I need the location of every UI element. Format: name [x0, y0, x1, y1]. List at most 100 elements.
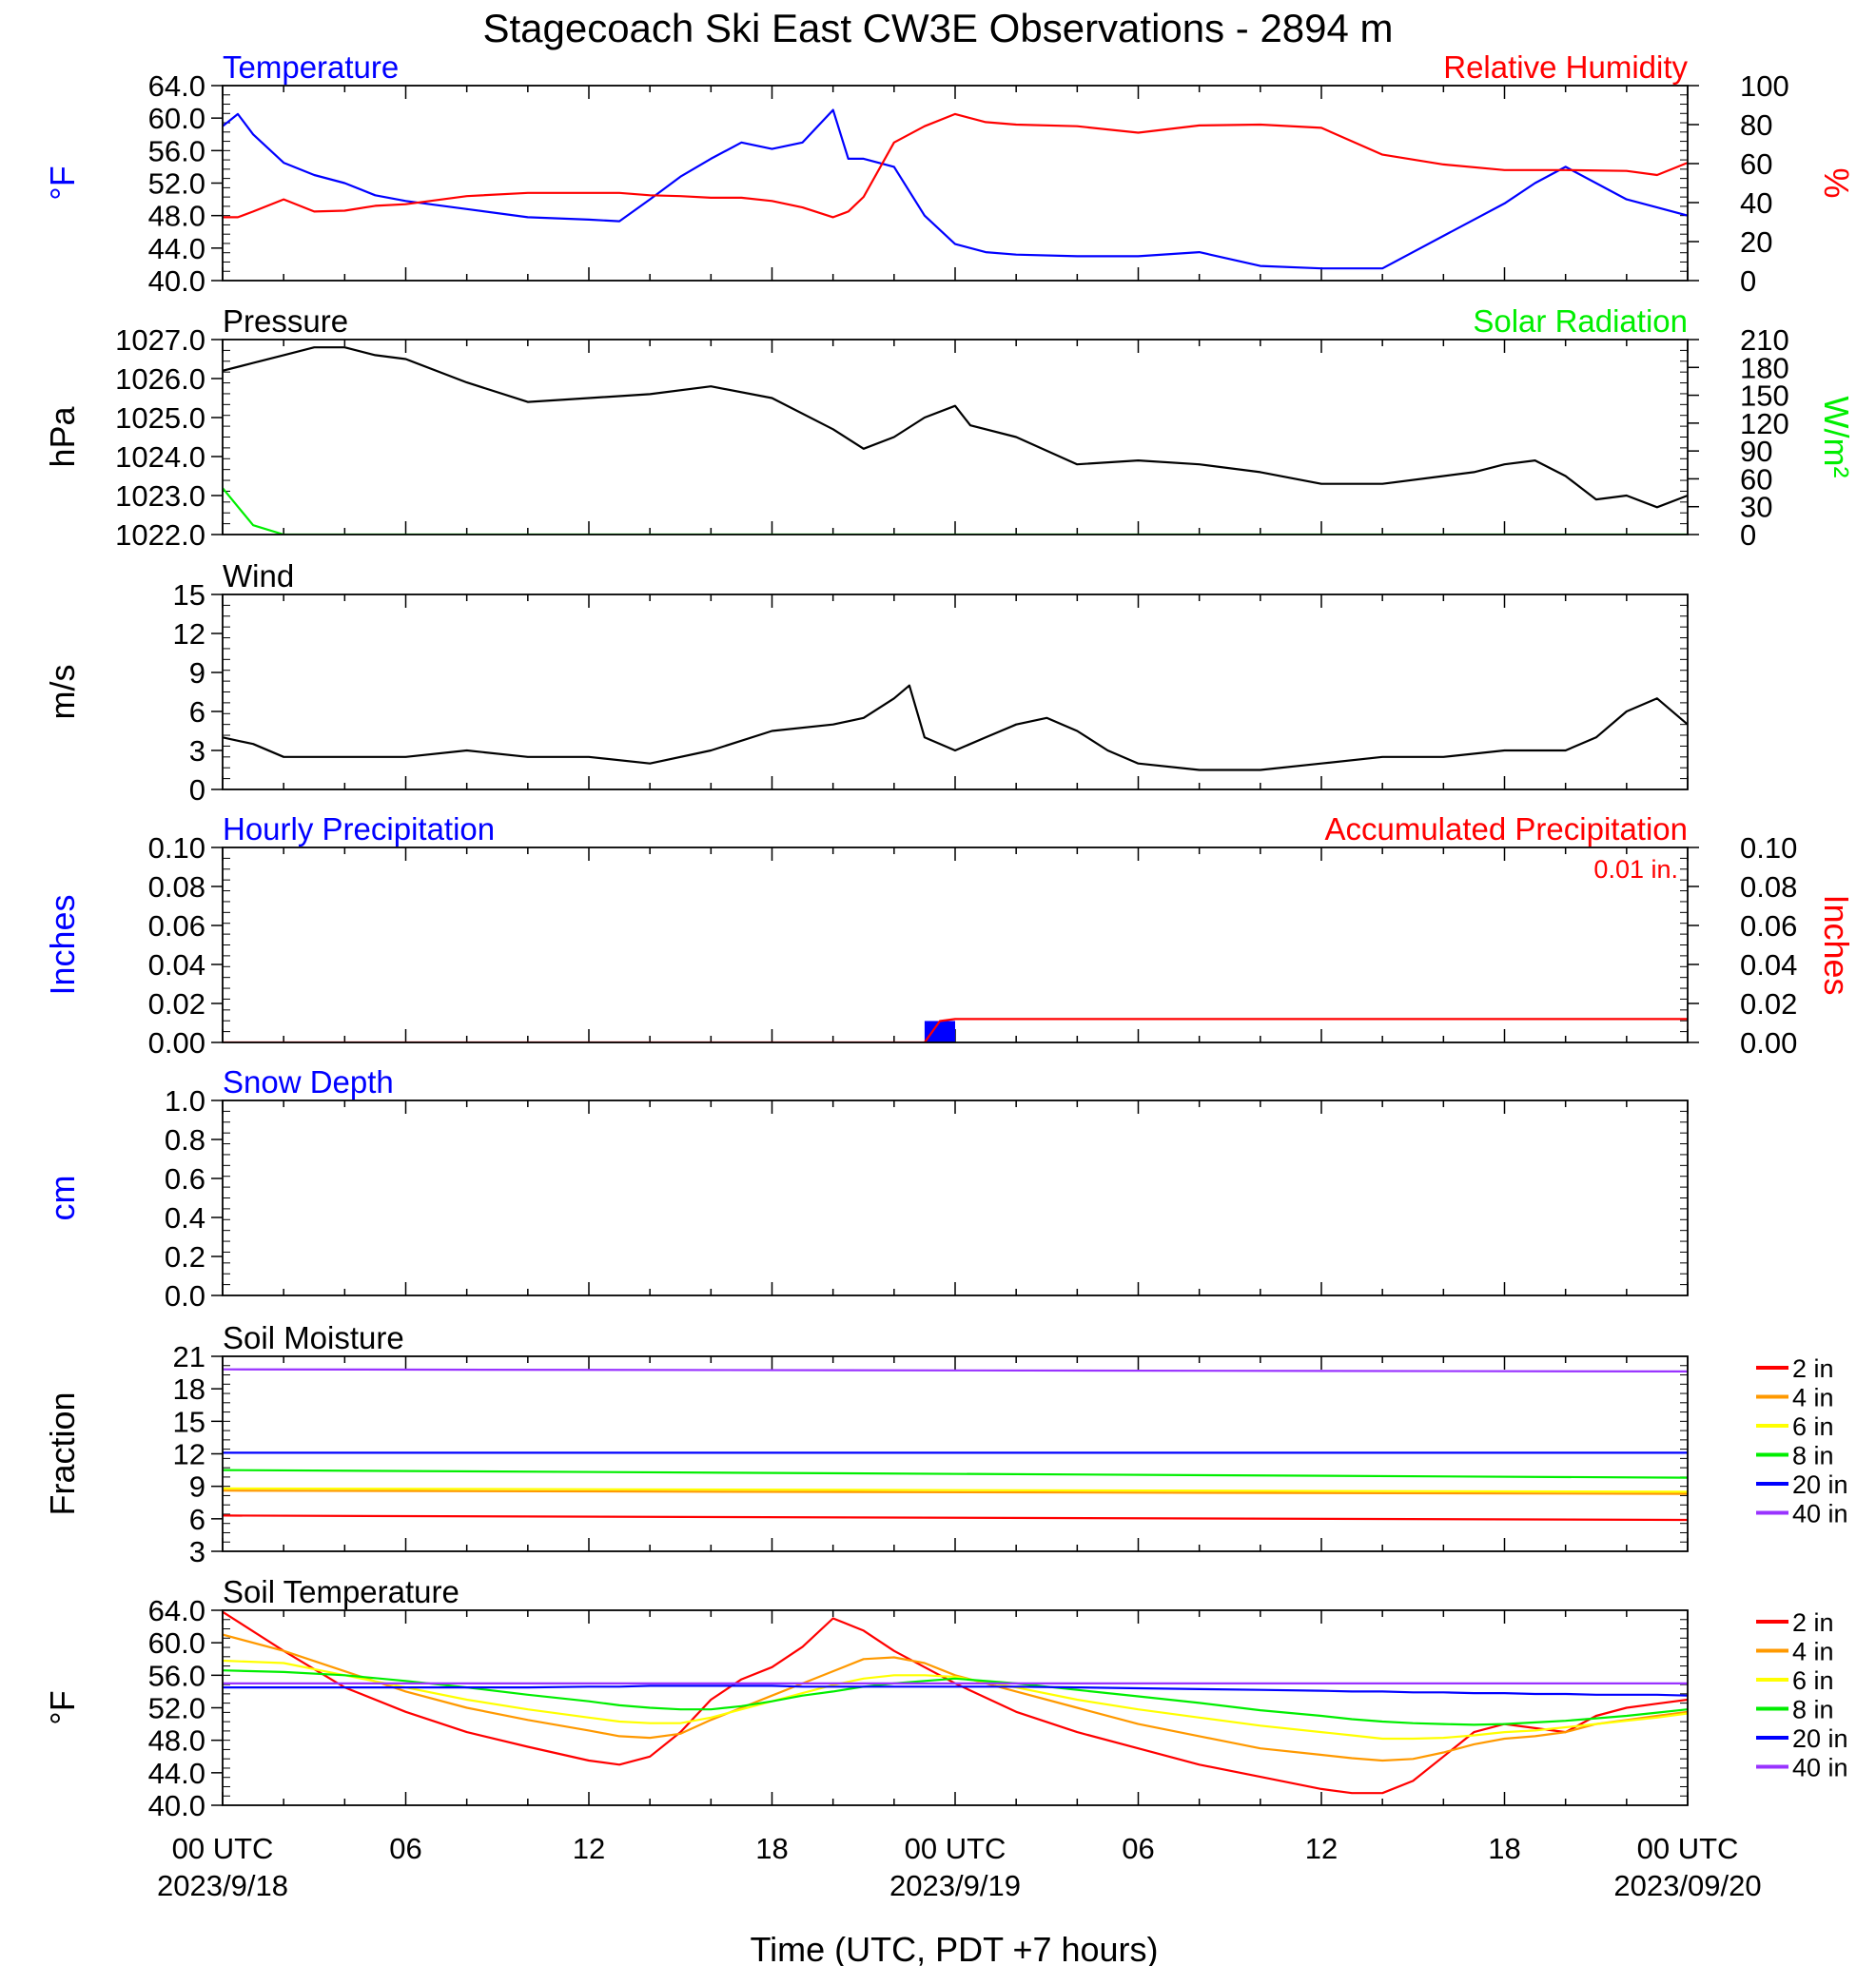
- y-tick-label: 52.0: [148, 167, 205, 201]
- x-tick-label: 12: [1305, 1832, 1338, 1865]
- series-line-0: [223, 684, 1688, 771]
- plot-area: [223, 346, 1688, 535]
- y-tick-label: 48.0: [148, 1724, 205, 1758]
- legend-label: 2 in: [1792, 1354, 1834, 1383]
- legend-label: 2 in: [1792, 1608, 1834, 1637]
- x-tick-label: 12: [573, 1832, 605, 1865]
- y-tick-label: 64.0: [148, 1594, 205, 1627]
- y-tick-label-right: 0.02: [1740, 987, 1797, 1021]
- y-tick-label: 40.0: [148, 264, 205, 298]
- y-tick-label: 1027.0: [115, 323, 205, 357]
- y-tick-label-right: 210: [1740, 323, 1789, 357]
- series-line-4-in: [223, 1633, 1688, 1762]
- panel-3: 15 12 9 6 3 0 Wind m/s: [43, 558, 1689, 807]
- y-axis-label-right: %: [1817, 167, 1856, 198]
- y-tick-label: 0.00: [148, 1026, 205, 1060]
- y-tick-label: 0.02: [148, 987, 205, 1021]
- y-tick-label-right: 60: [1740, 147, 1772, 181]
- panel-title: Hourly Precipitation: [223, 811, 495, 847]
- y-tick-label: 40.0: [148, 1789, 205, 1822]
- panel-frame: [222, 1100, 1689, 1296]
- series-line-2-in: [223, 1514, 1688, 1522]
- x-date-label: 2023/09/20: [1613, 1869, 1761, 1902]
- y-tick-label: 21: [173, 1340, 205, 1373]
- y-tick-label: 1025.0: [115, 401, 205, 435]
- series-line-4-in: [223, 1489, 1688, 1495]
- y-tick-label: 12: [173, 1438, 205, 1471]
- y-axis-label: °F: [43, 165, 82, 200]
- series-line-0: [223, 1018, 1688, 1042]
- panel-7: 64.060.056.052.048.044.040.0 Soil Tempera…: [43, 1574, 1848, 1822]
- y-tick-label: 1024.0: [115, 440, 205, 474]
- legend-label: 40 in: [1792, 1500, 1848, 1528]
- plot-area: [223, 1018, 1688, 1042]
- y-tick-label: 6: [189, 1503, 205, 1536]
- y-axis-label: Fraction: [43, 1392, 82, 1515]
- y-tick-label: 9: [189, 656, 205, 690]
- y-tick-label-right: 0: [1740, 264, 1756, 298]
- x-tick-label: 18: [1488, 1832, 1520, 1865]
- series-line-2-in: [223, 1610, 1688, 1795]
- y-tick-label: 44.0: [148, 232, 205, 265]
- series-line-20-in: [223, 1684, 1688, 1697]
- series-line-40-in: [223, 1368, 1688, 1373]
- y-tick-label-right: 0.06: [1740, 909, 1797, 943]
- y-tick-label: 3: [189, 734, 205, 768]
- panel-1: 64.060.056.052.048.044.040.0 100 80 60 40 20 0…: [43, 49, 1856, 298]
- plot-area: [223, 108, 1688, 270]
- y-axis-label: °F: [43, 1690, 82, 1724]
- legend-label: 40 in: [1792, 1754, 1848, 1782]
- panel-title-right: Solar Radiation: [1473, 303, 1688, 339]
- series-line-6-in: [223, 1659, 1688, 1741]
- series-line-1: [223, 112, 1688, 219]
- panel-title-right: Accumulated Precipitation: [1324, 811, 1688, 847]
- y-tick-label: 0.0: [165, 1279, 205, 1313]
- legend-label: 4 in: [1792, 1384, 1834, 1412]
- chart-panels: 64.060.056.052.048.044.040.0100806040200…: [43, 49, 1856, 1822]
- y-tick-label: 44.0: [148, 1757, 205, 1790]
- x-date-label: 2023/9/19: [889, 1869, 1021, 1902]
- panel-frame: [222, 1609, 1689, 1806]
- y-tick-label: 0.4: [165, 1201, 205, 1235]
- precip-bar: [924, 1021, 955, 1042]
- y-tick-label: 3: [189, 1535, 205, 1568]
- y-tick-label-right: 0.04: [1740, 948, 1797, 982]
- y-tick-label: 1.0: [165, 1084, 205, 1118]
- y-tick-label-right: 100: [1740, 69, 1789, 103]
- y-tick-label: 15: [173, 1405, 205, 1438]
- y-tick-label: 18: [173, 1372, 205, 1406]
- legend-label: 20 in: [1792, 1470, 1848, 1499]
- series-line-0: [223, 346, 1688, 509]
- y-tick-label-right: 120: [1740, 407, 1789, 440]
- precip-total-label: 0.01 in.: [1593, 855, 1678, 884]
- y-tick-label: 56.0: [148, 1659, 205, 1692]
- x-date-label: 2023/9/18: [157, 1869, 288, 1902]
- x-tick-label: 06: [389, 1832, 421, 1865]
- y-tick-label: 0.2: [165, 1240, 205, 1274]
- panel-frame: [222, 339, 1689, 535]
- panel-4: 0.10 0.08 0.06 0.04 0.02 0.00 0.10 0.08 0.06 0.04…: [43, 811, 1856, 1060]
- y-axis-label-right: W/m²: [1817, 397, 1856, 478]
- x-tick-label: 06: [1122, 1832, 1154, 1865]
- y-tick-label: 1023.0: [115, 479, 205, 513]
- y-tick-label: 0: [189, 773, 205, 807]
- panel-frame: [222, 85, 1689, 282]
- panel-title: Wind: [223, 558, 294, 594]
- y-tick-label: 9: [189, 1470, 205, 1504]
- panel-frame: [222, 847, 1689, 1043]
- y-tick-label-right: 20: [1740, 225, 1772, 259]
- panel-frame: [222, 1355, 1689, 1552]
- y-tick-label: 64.0: [148, 69, 205, 103]
- y-tick-label: 0.10: [148, 831, 205, 865]
- y-tick-label-right: 0: [1740, 518, 1756, 552]
- y-tick-label-right: 60: [1740, 462, 1772, 496]
- panel-title-right: Relative Humidity: [1443, 49, 1688, 85]
- y-tick-label: 60.0: [148, 1626, 205, 1660]
- y-tick-label: 0.08: [148, 870, 205, 904]
- y-tick-label-right: 90: [1740, 435, 1772, 468]
- time-axis: 00 UTC 06 12 18 00 UTC 06 12 18 00 UTC 2023/9/18 2…: [157, 1832, 1762, 1902]
